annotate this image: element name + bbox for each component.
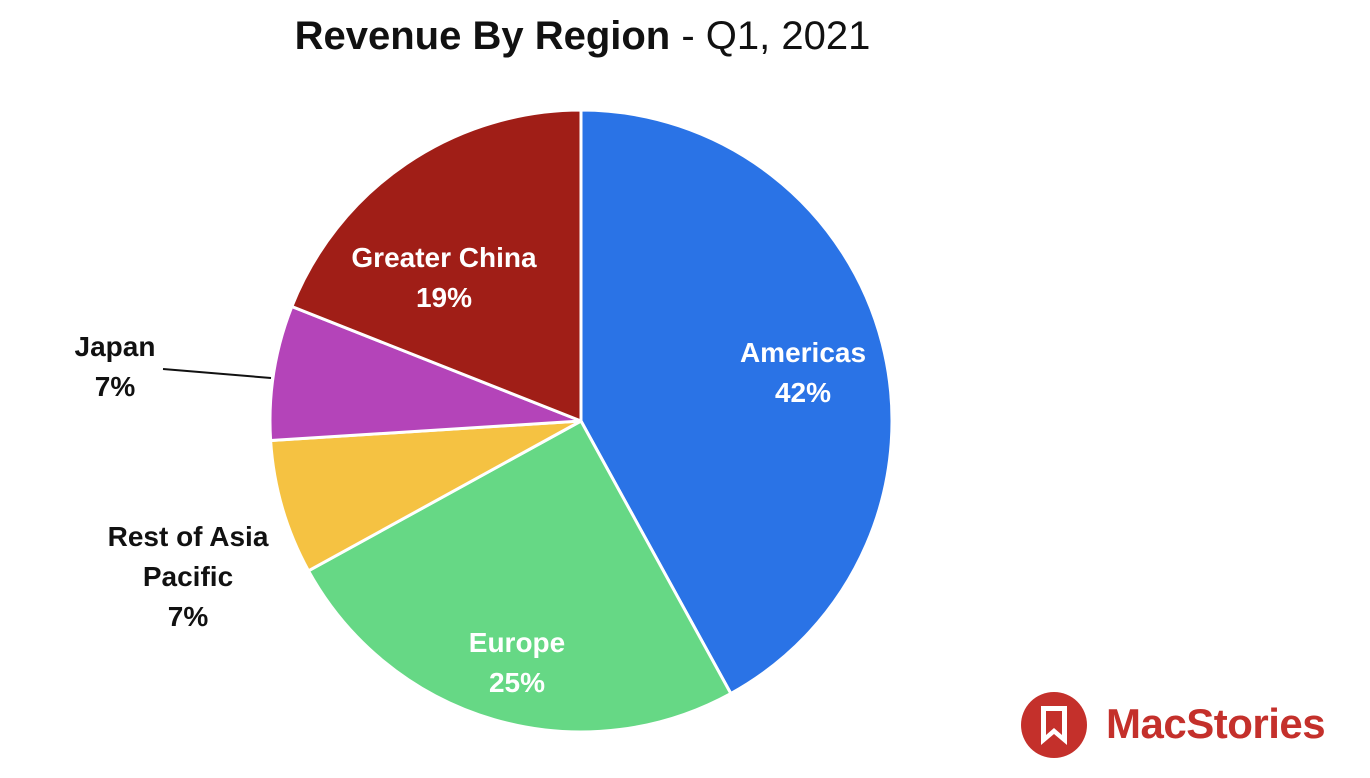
chart-title-main: Revenue By Region: [294, 14, 671, 58]
macstories-logo: MacStories: [1018, 690, 1326, 760]
pie-slice-americas: [579, 108, 894, 696]
chart-subtitle: - Q1, 2021: [681, 14, 871, 58]
slice-label-rest-of-asia-pacific: Rest of Asia Pacific 7%: [108, 521, 269, 632]
slice-label-europe: Europe 25%: [469, 627, 565, 698]
slice-label-greater-china: Greater China 19%: [351, 242, 537, 313]
pie-slice-europe: [306, 418, 733, 734]
leader-lines: [162, 368, 272, 379]
pie-slice-japan: [268, 304, 582, 443]
pie-slices: [268, 108, 894, 734]
pie-slice-greater-china: [289, 108, 583, 424]
slice-label-americas: Americas 42%: [740, 337, 866, 408]
slice-labels: Americas 42% Europe 25% Rest of Asia Pacific 7…: [75, 242, 867, 698]
brand-name: MacStories: [1106, 700, 1326, 747]
slice-label-japan: Japan 7%: [75, 331, 156, 402]
leader-line-japan: [162, 368, 272, 379]
chart-title: Revenue By Region - Q1, 2021: [0, 14, 1165, 59]
pie-slice-rest-of-asia-pacific: [269, 419, 582, 573]
bookmark-icon: [1021, 692, 1087, 758]
